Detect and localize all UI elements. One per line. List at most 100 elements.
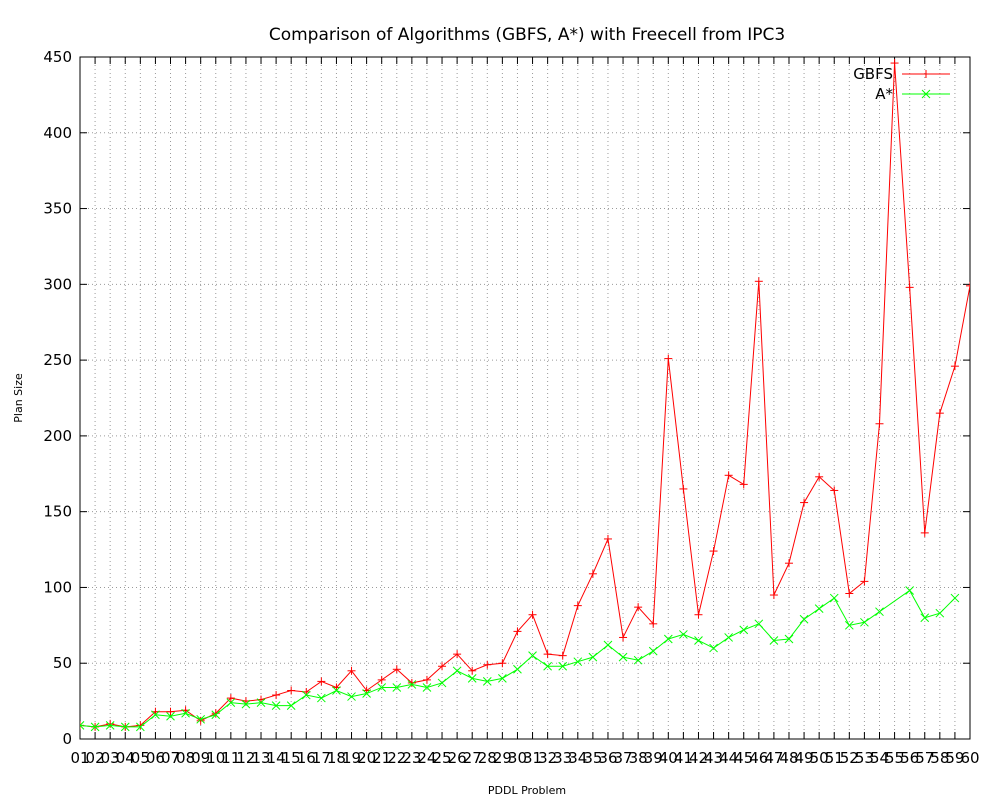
x-tick-label: 30 (508, 749, 527, 767)
axes: 0102030405060708091011121314151617181920… (43, 48, 979, 767)
data-point-a (694, 636, 703, 645)
data-point-a (301, 690, 311, 700)
x-tick-label: 57 (915, 749, 934, 767)
data-point-a (241, 699, 251, 709)
series-gbfs (80, 59, 970, 731)
legend: GBFS A* (853, 65, 950, 103)
x-tick-label: 26 (448, 749, 467, 767)
x-tick-label: 33 (553, 749, 572, 767)
x-tick-label: 12 (236, 749, 255, 767)
x-tick-label: 60 (960, 749, 979, 767)
x-tick-label: 11 (221, 749, 240, 767)
x-tick-label: 09 (191, 749, 210, 767)
x-tick-label: 06 (146, 749, 165, 767)
x-tick-label: 41 (674, 749, 693, 767)
data-point-a (286, 701, 296, 711)
data-point-a (362, 689, 371, 698)
data-point-a (769, 636, 779, 645)
data-point-a (784, 634, 794, 644)
x-tick-label: 51 (825, 749, 844, 767)
data-point-a (211, 710, 221, 720)
x-tick-label: 21 (372, 749, 391, 767)
x-tick-label: 16 (297, 749, 316, 767)
data-point-a (739, 625, 749, 635)
y-tick-label: 100 (43, 578, 72, 596)
x-tick-label: 14 (267, 749, 286, 767)
data-point-a (950, 593, 960, 603)
y-tick-label: 150 (43, 503, 72, 521)
y-tick-label: 400 (43, 124, 72, 142)
x-tick-label: 48 (779, 749, 798, 767)
x-tick-label: 35 (583, 749, 602, 767)
x-tick-label: 07 (161, 749, 180, 767)
data-point-a (90, 722, 100, 732)
x-tick-label: 22 (387, 749, 406, 767)
data-point-a (633, 655, 643, 665)
x-tick-label: 45 (734, 749, 753, 767)
x-tick-label: 46 (749, 749, 768, 767)
data-point-a (543, 661, 552, 671)
x-tick-label: 43 (704, 749, 723, 767)
x-tick-label: 38 (629, 749, 648, 767)
data-point-a (920, 613, 930, 623)
x-tick-label: 47 (764, 749, 783, 767)
data-point-a (935, 608, 945, 618)
x-tick-label: 59 (945, 749, 964, 767)
data-point-a (317, 693, 326, 703)
x-tick-label: 29 (493, 749, 512, 767)
x-tick-label: 02 (86, 749, 105, 767)
data-point-a (679, 630, 688, 639)
data-point-a (80, 721, 85, 727)
x-tick-label: 52 (840, 749, 859, 767)
x-tick-label: 31 (523, 749, 542, 767)
x-tick-label: 40 (659, 749, 678, 767)
y-tick-label: 50 (53, 654, 72, 672)
data-point-a (392, 683, 402, 692)
x-tick-label: 28 (478, 749, 497, 767)
data-point-a (332, 686, 341, 695)
series-a (80, 586, 960, 732)
data-point-a (256, 698, 266, 707)
x-tick-label: 55 (885, 749, 904, 767)
x-tick-label: 44 (719, 749, 738, 767)
data-point-a (618, 652, 628, 662)
data-point-a (226, 698, 236, 707)
data-point-a (196, 714, 206, 724)
data-point-a (467, 674, 477, 683)
x-tick-label: 05 (131, 749, 150, 767)
legend-label-gbfs: GBFS (853, 65, 893, 83)
x-tick-label: 19 (342, 749, 361, 767)
x-tick-label: 36 (598, 749, 617, 767)
data-point-a (588, 652, 598, 662)
data-point-a (513, 664, 522, 674)
x-tick-label: 20 (357, 749, 376, 767)
series-line-gbfs (80, 63, 970, 728)
x-axis-label: PDDL Problem (488, 784, 566, 797)
data-point-a (105, 721, 115, 730)
data-point-a (181, 708, 190, 718)
series-layer (80, 59, 970, 732)
y-tick-label: 450 (43, 48, 72, 66)
legend-marker-a (921, 89, 931, 99)
x-tick-label: 54 (870, 749, 889, 767)
x-tick-label: 34 (568, 749, 587, 767)
x-tick-label: 13 (251, 749, 270, 767)
data-point-a (437, 678, 447, 688)
x-tick-label: 50 (810, 749, 829, 767)
data-point-a (799, 614, 809, 624)
x-tick-label: 42 (689, 749, 708, 767)
data-point-a (573, 657, 583, 667)
x-tick-label: 04 (116, 749, 135, 767)
x-tick-label: 03 (101, 749, 120, 767)
data-point-a (120, 722, 130, 732)
grid-lines (80, 57, 970, 739)
x-tick-label: 37 (614, 749, 633, 767)
data-point-a (905, 586, 915, 595)
data-point-a (709, 643, 718, 653)
data-point-a (166, 711, 175, 721)
data-point-a (151, 710, 160, 720)
x-tick-label: 18 (327, 749, 346, 767)
y-tick-label: 200 (43, 427, 72, 445)
x-tick-label: 25 (432, 749, 451, 767)
